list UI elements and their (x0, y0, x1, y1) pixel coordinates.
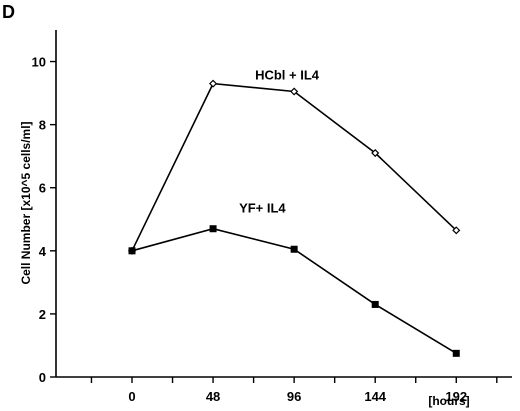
series-line (131, 82, 457, 252)
y-tick-label: 6 (39, 181, 46, 196)
data-point (290, 87, 299, 96)
data-point (371, 300, 379, 308)
series-label: HCbl + IL4 (255, 68, 320, 83)
series-layer: HCbl + IL4 YF+ IL4 (127, 68, 461, 357)
x-tick-label: 96 (287, 389, 301, 404)
data-point (209, 225, 217, 233)
panel-label: D (2, 2, 15, 22)
series-1: HCbl + IL4 (127, 68, 461, 255)
x-tick-label: 144 (364, 389, 386, 404)
data-point (290, 245, 298, 253)
y-axis-title: Cell Number [x10^5 cells/ml] (19, 121, 33, 284)
data-point (452, 349, 460, 357)
y-tick-label: 8 (39, 118, 46, 133)
data-point (452, 226, 461, 235)
y-tick-label: 2 (39, 307, 46, 322)
data-point (128, 247, 136, 255)
y-tick-label: 4 (39, 244, 47, 259)
data-point (371, 148, 380, 158)
x-tick-label: 48 (206, 389, 220, 404)
x-tick-label: 0 (128, 389, 135, 404)
x-axis-title: [hours] (428, 394, 469, 408)
y-axis: 0 2 4 6 8 10 (32, 30, 57, 385)
data-point (209, 79, 218, 88)
y-tick-label: 0 (39, 370, 46, 385)
series-2: YF+ IL4 (128, 201, 460, 357)
y-tick-label: 10 (32, 55, 46, 70)
series-label: YF+ IL4 (239, 201, 286, 216)
x-axis: 0 48 96 144 192 (56, 376, 512, 404)
x-tick-label: 192 (445, 389, 467, 404)
